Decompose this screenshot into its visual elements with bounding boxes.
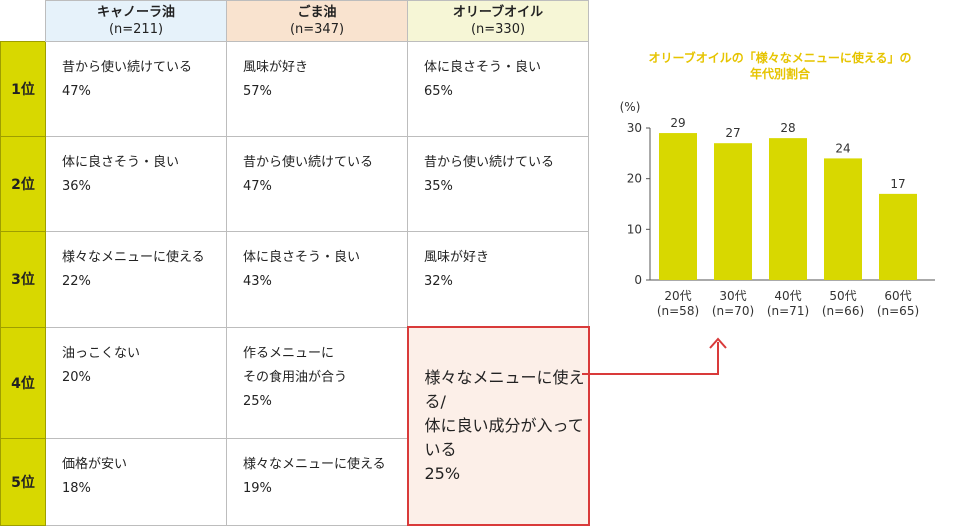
table-cell: 体に良さそう・良い 43%: [226, 231, 408, 328]
bar-value-label: 28: [780, 121, 795, 135]
chart-title-line-2: 年代別割合: [749, 67, 810, 81]
connector-arrow: [582, 337, 727, 375]
col-n: (n=211): [108, 22, 164, 37]
y-tick-label: 30: [627, 121, 642, 135]
table-cell: 風味が好き 57%: [226, 41, 408, 137]
table-corner: [0, 0, 46, 42]
cell-text: 様々なメニューに使える: [243, 456, 386, 472]
cell-text: 体に良さそう・良い: [424, 60, 542, 75]
rank-label: 2位: [0, 136, 46, 232]
table-cell: 風味が好き 32%: [407, 231, 589, 328]
x-tick-n-label: (n=70): [712, 304, 754, 318]
bar: [659, 133, 697, 280]
cell-text: 昔から使い続けている: [243, 155, 374, 170]
bar-value-label: 17: [890, 177, 905, 191]
rank-label: 5位: [0, 437, 46, 526]
cell-pct: 18%: [62, 480, 91, 496]
col-header-olive: オリーブオイル (n=330): [407, 0, 589, 42]
bar-value-label: 24: [835, 141, 850, 155]
cell-pct: 65%: [424, 84, 453, 99]
rank-label: 3位: [0, 231, 46, 328]
cell-pct: 43%: [243, 274, 272, 289]
cell-text-2: その食用油が合う: [243, 369, 348, 385]
bar: [714, 143, 752, 280]
bar: [769, 138, 807, 280]
x-tick-label: 30代: [719, 289, 746, 303]
x-tick-n-label: (n=65): [877, 304, 919, 318]
x-tick-n-label: (n=71): [767, 304, 809, 318]
col-name: オリーブオイル: [452, 5, 544, 20]
col-header-canola: キャノーラ油 (n=211): [45, 0, 227, 42]
cell-pct: 32%: [424, 274, 453, 289]
table-cell: 価格が安い 18%: [45, 437, 227, 526]
cell-pct: 57%: [243, 84, 272, 99]
cell-pct: 20%: [62, 369, 91, 385]
cell-text: 風味が好き: [243, 60, 309, 75]
table-cell: 様々なメニューに使える 22%: [45, 231, 227, 328]
arrow-line: [582, 342, 719, 375]
table-row: 2位 体に良さそう・良い 36% 昔から使い続けている 47% 昔から使い続けている…: [0, 136, 589, 232]
x-tick-n-label: (n=58): [657, 304, 699, 318]
bar: [824, 158, 862, 280]
arrow-head-icon: [709, 337, 727, 349]
table-cell: 体に良さそう・良い 36%: [45, 136, 227, 232]
rank-label: 4位: [0, 326, 46, 439]
y-unit-label: (%): [620, 100, 641, 114]
col-n: (n=330): [470, 22, 526, 37]
cell-text: 油っこくない: [62, 345, 141, 361]
cell-pct: 22%: [62, 274, 91, 289]
chart-title-line-1: オリーブオイルの「様々なメニューに使える」の: [648, 51, 912, 65]
cell-text: 昔から使い続けている: [424, 155, 555, 170]
table-cell: 昔から使い続けている 35%: [407, 136, 589, 232]
y-tick-label: 20: [627, 172, 642, 186]
x-tick-label: 20代: [664, 289, 691, 303]
cell-text: 風味が好き: [424, 250, 490, 265]
cell-pct: 19%: [243, 480, 272, 496]
col-name: ごま油: [297, 5, 337, 20]
x-tick-label: 40代: [774, 289, 801, 303]
age-bar-chart: オリーブオイルの「様々なメニューに使える」の 年代別割合 (%) 0 10 20 30 2…: [590, 0, 966, 435]
x-tick-n-label: (n=66): [822, 304, 864, 318]
x-tick-label: 60代: [884, 289, 911, 303]
bar: [879, 193, 917, 280]
cell-pct: 47%: [243, 179, 272, 194]
merged-text-1: 様々なメニューに使える/: [424, 368, 585, 411]
cell-pct: 47%: [62, 84, 91, 99]
merged-text-3: いる: [424, 440, 457, 459]
y-tick-label: 10: [627, 222, 642, 236]
bar-value-label: 29: [670, 116, 685, 130]
y-tick-label: 0: [634, 273, 642, 287]
merged-pct: 25%: [424, 464, 461, 483]
merged-text-2: 体に良い成分が入って: [424, 416, 584, 435]
table-row: 3位 様々なメニューに使える 22% 体に良さそう・良い 43% 風味が好き 32%: [0, 231, 589, 328]
cell-text: 体に良さそう・良い: [243, 250, 361, 265]
col-name: キャノーラ油: [96, 5, 175, 20]
cell-text: 価格が安い: [62, 456, 128, 472]
cell-text: 昔から使い続けている: [62, 60, 193, 75]
bar-value-label: 27: [725, 126, 740, 140]
cell-pct: 36%: [62, 179, 91, 194]
cell-pct: 25%: [243, 393, 272, 409]
cell-text: 様々なメニューに使える: [62, 250, 205, 265]
cell-pct: 35%: [424, 179, 453, 194]
chart-title: オリーブオイルの「様々なメニューに使える」の 年代別割合: [620, 50, 940, 82]
cell-text: 作るメニューに: [243, 345, 335, 361]
col-n: (n=347): [289, 22, 345, 37]
cell-text: 体に良さそう・良い: [62, 155, 180, 170]
x-tick-label: 50代: [829, 289, 856, 303]
table-cell: 様々なメニューに使える 19%: [226, 437, 408, 526]
